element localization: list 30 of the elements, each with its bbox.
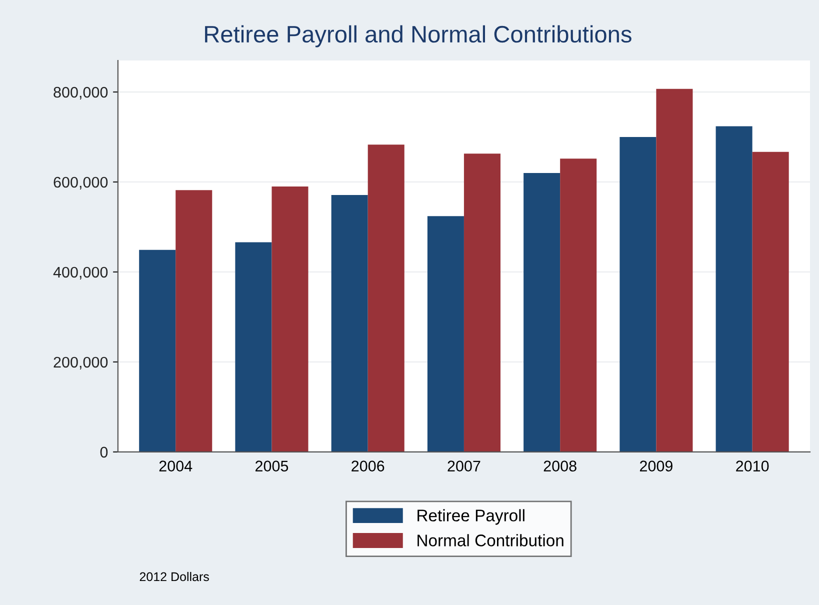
bar	[427, 216, 464, 452]
bar	[560, 158, 597, 452]
x-tick-label: 2009	[640, 460, 672, 472]
bar	[656, 88, 693, 452]
y-tick-label: 400,000	[53, 266, 108, 280]
y-tick-label: 800,000	[54, 86, 108, 100]
y-tick-label: 200,000	[54, 356, 108, 370]
x-tick-label: 2008	[544, 460, 576, 472]
legend-label: Retiree Payroll	[418, 509, 524, 525]
bar	[464, 154, 500, 452]
legend-label: Normal Contribution	[418, 534, 564, 546]
bar	[368, 144, 404, 452]
text: 2012 Dollars	[140, 572, 209, 582]
bar	[176, 190, 212, 452]
x-tick-label: 2010	[736, 460, 769, 472]
x-tick-label: 2004	[159, 460, 192, 472]
bar	[272, 186, 308, 452]
y-tick-label: 600,000	[54, 176, 108, 190]
x-tick-label: 2007	[448, 460, 480, 472]
bar	[139, 250, 176, 452]
bar	[524, 172, 560, 452]
x-tick-label: 2006	[352, 460, 384, 472]
bar	[716, 126, 752, 452]
bar	[235, 242, 272, 452]
x-tick-label: 2005	[256, 460, 288, 472]
bar	[620, 136, 656, 452]
chart-title: Retiree Payroll and Normal Contributions	[205, 25, 632, 48]
bar	[752, 152, 789, 452]
y-tick-label: 0	[100, 446, 108, 458]
bar	[331, 195, 368, 452]
